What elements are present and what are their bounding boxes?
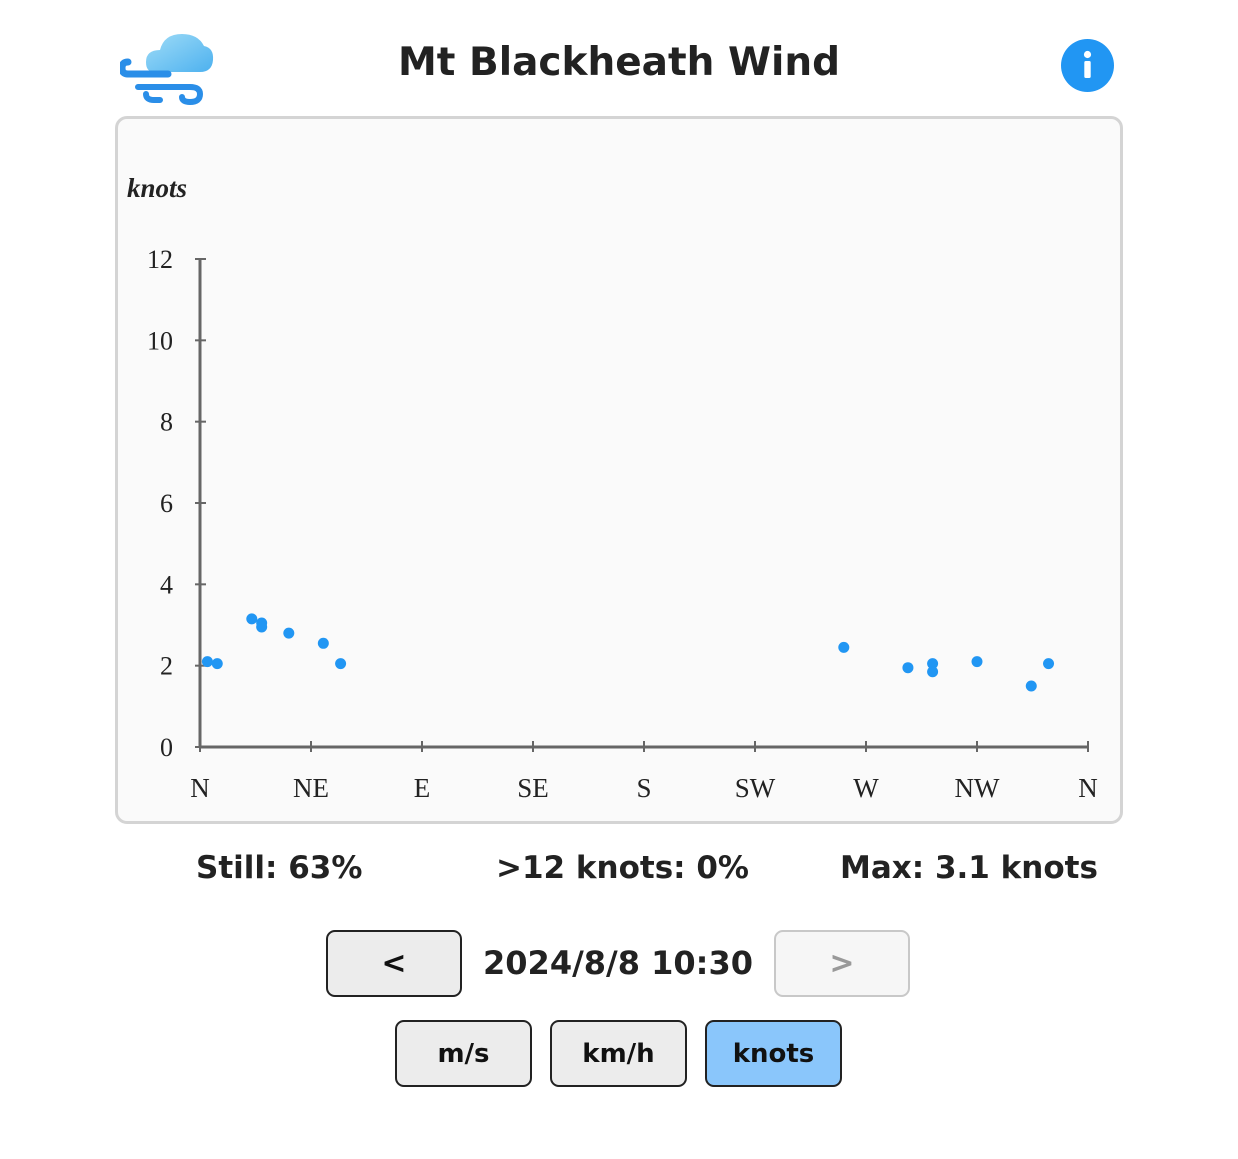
next-button[interactable]: >: [774, 930, 910, 997]
data-point: [246, 613, 258, 625]
x-tick-label: N: [190, 773, 210, 803]
x-tick-label: SE: [517, 773, 549, 803]
y-tick-label: 2: [160, 652, 173, 681]
y-tick-label: 8: [160, 408, 173, 437]
data-point: [283, 627, 295, 639]
data-point: [927, 658, 939, 670]
unit-ms-button[interactable]: m/s: [395, 1020, 532, 1087]
x-tick-label: N: [1078, 773, 1098, 803]
data-point: [838, 641, 850, 653]
x-tick-label: E: [414, 773, 431, 803]
data-point: [1025, 680, 1037, 692]
x-tick-label: SW: [735, 773, 776, 803]
y-tick-label: 10: [147, 326, 173, 355]
wind-scatter-plot: knots 0 2 4 6 8 10 12 N NE E SE S SW W NW N: [127, 173, 1098, 803]
data-point: [317, 637, 329, 649]
x-tick-label: NE: [293, 773, 329, 803]
cloud-wind-icon: [120, 34, 214, 106]
y-tick-label: 6: [160, 489, 173, 518]
y-tick-label: 0: [160, 733, 173, 762]
unit-knots-button[interactable]: knots: [705, 1020, 842, 1087]
wind-chart: knots 0 2 4 6 8 10 12 N NE E SE S SW W NW N: [115, 116, 1123, 824]
still-stat: Still: 63%: [196, 850, 363, 886]
y-tick-label: 12: [147, 245, 173, 274]
current-datetime: 2024/8/8 10:30: [483, 944, 753, 982]
info-icon: [1083, 50, 1092, 78]
unit-kmh-button[interactable]: km/h: [550, 1020, 687, 1087]
data-point: [211, 658, 223, 670]
prev-button[interactable]: <: [326, 930, 462, 997]
over-threshold-stat: >12 knots: 0%: [496, 850, 749, 886]
data-point: [1043, 658, 1055, 670]
page-title: Mt Blackheath Wind: [397, 40, 841, 85]
data-point: [902, 662, 914, 674]
data-point: [971, 656, 983, 668]
data-point: [256, 621, 268, 633]
x-tick-label: W: [853, 773, 879, 803]
y-axis-label: knots: [127, 173, 187, 203]
data-point: [335, 658, 347, 670]
data-point: [201, 656, 213, 668]
data-point: [927, 666, 939, 678]
y-tick-label: 4: [160, 570, 173, 599]
info-button[interactable]: [1061, 39, 1114, 92]
x-tick-label: S: [636, 773, 651, 803]
x-tick-label: NW: [955, 773, 1000, 803]
max-stat: Max: 3.1 knots: [840, 850, 1098, 886]
